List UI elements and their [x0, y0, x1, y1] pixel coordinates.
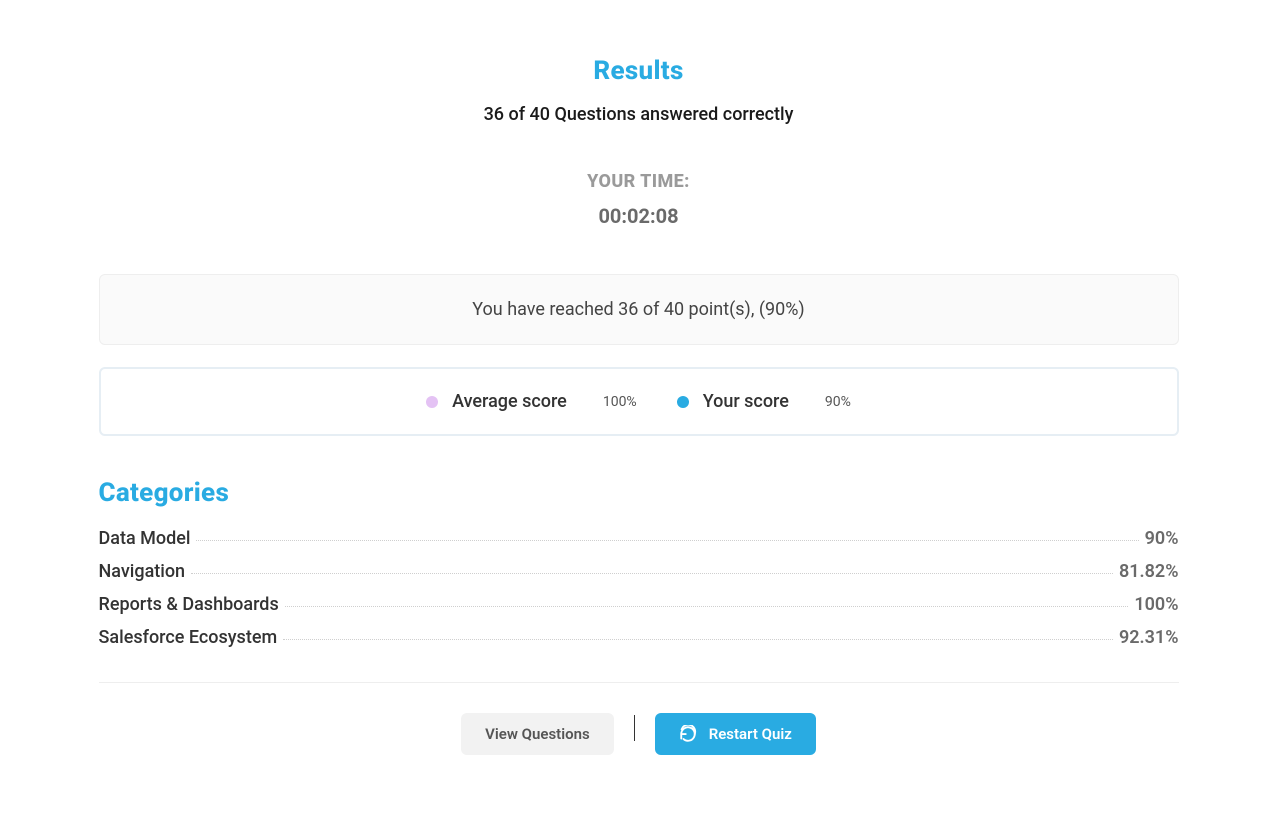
dot-your-icon [677, 396, 689, 408]
restart-quiz-button[interactable]: Restart Quiz [655, 713, 816, 755]
category-dots [196, 523, 1138, 541]
category-row: Salesforce Ecosystem 92.31% [99, 625, 1179, 648]
category-dots [285, 589, 1129, 607]
category-name: Salesforce Ecosystem [99, 627, 278, 648]
results-title: Results [99, 56, 1179, 86]
divider [99, 682, 1179, 683]
category-name: Navigation [99, 561, 186, 582]
view-questions-button[interactable]: View Questions [461, 713, 614, 755]
points-box: You have reached 36 of 40 point(s), (90%… [99, 274, 1179, 345]
categories-list: Data Model 90% Navigation 81.82% Reports… [99, 526, 1179, 648]
category-pct: 81.82% [1119, 561, 1179, 582]
dot-average-icon [426, 396, 438, 408]
category-name: Data Model [99, 528, 191, 549]
legend-average-label: Average score [452, 391, 567, 412]
score-summary: 36 of 40 Questions answered correctly [99, 104, 1179, 125]
legend-your-label: Your score [703, 391, 789, 412]
category-dots [191, 556, 1113, 574]
view-questions-label: View Questions [485, 725, 590, 743]
button-row: View Questions Restart Quiz [99, 713, 1179, 755]
categories-title: Categories [99, 478, 1179, 508]
restart-quiz-label: Restart Quiz [709, 725, 792, 743]
button-divider [634, 715, 635, 741]
category-row: Navigation 81.82% [99, 559, 1179, 582]
category-dots [283, 622, 1113, 640]
category-name: Reports & Dashboards [99, 594, 279, 615]
category-pct: 90% [1145, 528, 1179, 549]
your-time-value: 00:02:08 [99, 204, 1179, 228]
category-row: Reports & Dashboards 100% [99, 592, 1179, 615]
refresh-icon [679, 725, 697, 743]
legend-average-value: 100% [603, 394, 637, 410]
score-legend: Average score 100% Your score 90% [99, 367, 1179, 436]
category-pct: 92.31% [1119, 627, 1179, 648]
legend-your: Your score 90% [677, 391, 851, 412]
your-time-label: YOUR TIME: [99, 171, 1179, 192]
category-pct: 100% [1134, 594, 1178, 615]
legend-average: Average score 100% [426, 391, 637, 412]
points-message: You have reached 36 of 40 point(s), (90%… [472, 299, 804, 320]
legend-your-value: 90% [825, 394, 851, 410]
category-row: Data Model 90% [99, 526, 1179, 549]
results-container: Results 36 of 40 Questions answered corr… [99, 0, 1179, 755]
